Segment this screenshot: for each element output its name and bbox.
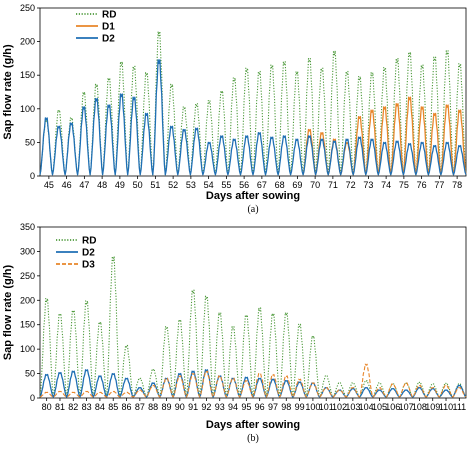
- x-tick-label: 74: [381, 180, 391, 190]
- legend-label-d2: D2: [102, 34, 115, 45]
- x-tick-label: 85: [108, 402, 118, 412]
- x-tick-label: 50: [133, 180, 143, 190]
- x-tick-label: 88: [148, 402, 158, 412]
- x-tick-label: 90: [175, 402, 185, 412]
- chart-panel-a: 0 50 100 150 200 250 45 46 47 48 49 50 51 52 53 54 55 56 6…: [2, 3, 467, 215]
- x-tick-label: 97: [268, 402, 278, 412]
- y-tick-label: 50: [25, 137, 35, 147]
- x-tick-label: 104: [359, 402, 374, 412]
- x-tick-label: 73: [363, 180, 373, 190]
- y-tick-label: 150: [20, 70, 35, 80]
- x-tick-label: 99: [295, 402, 305, 412]
- x-tick-label: 83: [82, 402, 92, 412]
- series-line-d2: [39, 369, 467, 398]
- x-tick-label: 81: [55, 402, 65, 412]
- y-tick-label: 100: [20, 344, 35, 354]
- x-tick-label: 101: [319, 402, 334, 412]
- legend-label-d2: D2: [82, 248, 95, 259]
- x-tick-label: 72: [346, 180, 356, 190]
- x-tick-label: 52: [168, 180, 178, 190]
- panel-label: (b): [247, 433, 259, 444]
- x-tick-label: 55: [221, 180, 231, 190]
- x-tick-label: 47: [79, 180, 89, 190]
- x-tick-label: 53: [186, 180, 196, 190]
- x-tick-label: 75: [399, 180, 409, 190]
- x-tick-label: 93: [215, 402, 225, 412]
- series-line-rd: [39, 30, 467, 176]
- y-tick-label: 100: [20, 104, 35, 114]
- x-tick-label: 82: [68, 402, 78, 412]
- legend-label-d1: D1: [102, 22, 115, 33]
- x-tick-label: 49: [115, 180, 125, 190]
- x-tick-label: 108: [412, 402, 427, 412]
- y-tick-label: 300: [20, 246, 35, 256]
- x-tick-label: 54: [204, 180, 214, 190]
- plot-frame: [39, 7, 467, 177]
- x-tick-label: 102: [332, 402, 347, 412]
- x-tick-label: 80: [42, 402, 52, 412]
- x-tick-label: 56: [239, 180, 249, 190]
- y-tick-label: 0: [30, 393, 35, 403]
- y-tick-label: 250: [20, 3, 35, 13]
- series-line-d2: [39, 59, 467, 176]
- x-tick-label: 84: [95, 402, 105, 412]
- x-tick-label: 51: [150, 180, 160, 190]
- x-tick-label: 109: [425, 402, 440, 412]
- panel-label: (a): [247, 204, 258, 215]
- y-tick-label: 0: [30, 171, 35, 181]
- x-tick-label: 76: [417, 180, 427, 190]
- chart-panel-b: 0 50 100 150 200 250 300 350 80 81 82 83 84 85 86 87 88 8…: [2, 222, 467, 444]
- x-tick-label: 70: [310, 180, 320, 190]
- x-tick-label: 71: [328, 180, 338, 190]
- x-tick-label: 96: [255, 402, 265, 412]
- y-tick-label: 200: [20, 295, 35, 305]
- x-tick-label: 94: [228, 402, 238, 412]
- y-axis-label: Sap flow rate (g/h): [2, 264, 14, 360]
- x-tick-label: 69: [292, 180, 302, 190]
- plot-frame: [39, 226, 467, 399]
- series-line-d3: [39, 363, 467, 398]
- y-tick-label: 150: [20, 320, 35, 330]
- x-tick-label: 48: [97, 180, 107, 190]
- x-tick-label: 89: [161, 402, 171, 412]
- x-tick-label: 103: [345, 402, 360, 412]
- legend-label-d3: D3: [82, 260, 95, 271]
- x-tick-label: 46: [62, 180, 72, 190]
- y-tick-label: 50: [25, 369, 35, 379]
- x-tick-label: 110: [439, 402, 453, 412]
- x-tick-label: 92: [201, 402, 211, 412]
- series-line-rd: [39, 255, 467, 398]
- x-tick-label: 45: [44, 180, 54, 190]
- x-tick-label: 100: [305, 402, 320, 412]
- x-axis-label: Days after sowing: [206, 190, 300, 202]
- x-tick-label: 78: [452, 180, 462, 190]
- y-tick-label: 200: [20, 37, 35, 47]
- x-tick-label: 111: [453, 402, 467, 412]
- x-tick-label: 68: [275, 180, 285, 190]
- x-tick-label: 87: [135, 402, 145, 412]
- y-tick-label: 250: [20, 271, 35, 281]
- x-tick-label: 107: [399, 402, 414, 412]
- legend-label-rd: RD: [82, 236, 96, 247]
- y-tick-label: 350: [20, 222, 35, 232]
- y-axis-label: Sap flow rate (g/h): [2, 44, 14, 140]
- x-tick-label: 95: [241, 402, 251, 412]
- x-tick-label: 67: [257, 180, 267, 190]
- x-tick-label: 98: [281, 402, 291, 412]
- legend-label-rd: RD: [102, 10, 116, 21]
- x-tick-label: 105: [372, 402, 387, 412]
- x-tick-label: 77: [434, 180, 444, 190]
- x-tick-label: 86: [122, 402, 132, 412]
- x-axis-label: Days after sowing: [206, 419, 300, 431]
- x-tick-label: 106: [385, 402, 400, 412]
- x-tick-label: 91: [188, 402, 198, 412]
